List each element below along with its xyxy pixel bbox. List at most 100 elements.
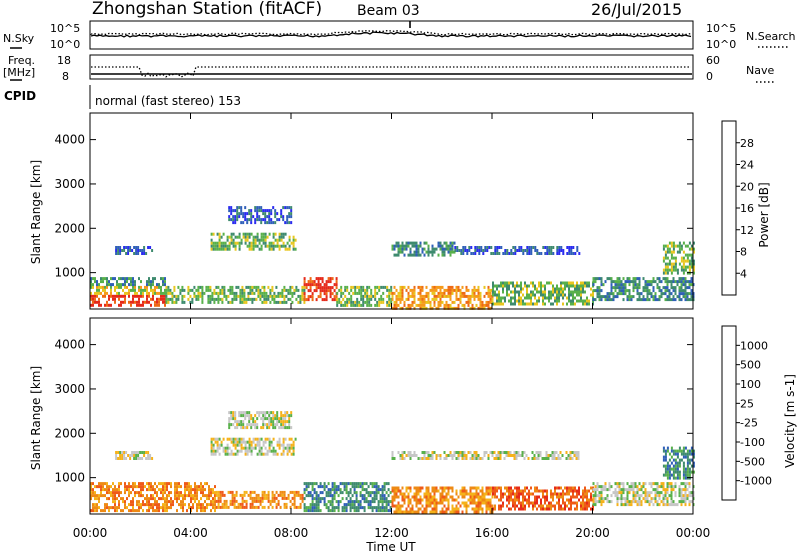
heatmap-cell (464, 246, 467, 249)
heatmap-cell (554, 290, 556, 294)
heatmap-cell (622, 491, 625, 495)
heatmap-cell (473, 486, 476, 490)
heatmap-cell (670, 500, 673, 504)
heatmap-cell (369, 491, 372, 495)
heatmap-cell (214, 244, 217, 248)
heatmap-cell (600, 277, 603, 281)
heatmap-cell (164, 485, 166, 489)
heatmap-cell (150, 288, 152, 292)
heatmap-cell (658, 277, 661, 281)
heatmap-cell (439, 297, 442, 301)
heatmap-cell (477, 291, 480, 295)
heatmap-cell (644, 280, 647, 284)
heatmap-cell (167, 288, 170, 292)
heatmap-cell (682, 449, 685, 453)
heatmap-cell (544, 284, 546, 288)
heatmap-cell (297, 300, 300, 304)
heatmap-cell (162, 503, 164, 507)
heatmap-cell (215, 505, 218, 509)
heatmap-cell (158, 482, 160, 486)
heatmap-cell (506, 293, 508, 297)
heatmap-cell (369, 500, 372, 504)
heatmap-cell (443, 510, 446, 514)
heatmap-cell (660, 292, 663, 296)
heatmap-cell (242, 440, 245, 444)
heatmap-cell (626, 295, 629, 299)
heatmap-cell (592, 298, 595, 302)
heatmap-cell (477, 285, 480, 289)
heatmap-cell (154, 303, 156, 307)
heatmap-cell (174, 494, 176, 498)
heatmap-cell (180, 503, 182, 507)
heatmap-cell (530, 246, 533, 249)
heatmap-cell (684, 482, 687, 486)
heatmap-cell (514, 486, 516, 490)
heatmap-cell (496, 296, 498, 300)
heatmap-cell (419, 306, 422, 310)
heatmap-cell (202, 506, 204, 510)
heatmap-cell (307, 485, 310, 489)
heatmap-cell (150, 494, 152, 498)
heatmap-cell (363, 497, 366, 501)
heatmap-cell (119, 454, 122, 457)
heatmap-cell (662, 485, 665, 489)
heatmap-cell (427, 486, 430, 490)
heatmap-cell (148, 280, 150, 284)
heatmap-cell (121, 451, 124, 454)
heatmap-cell (498, 302, 500, 306)
heatmap-cell (548, 501, 550, 505)
heatmap-cell (130, 300, 132, 304)
heatmap-cell (382, 297, 385, 301)
heatmap-cell (273, 300, 276, 304)
heatmap-cell (483, 306, 486, 310)
heatmap-cell (558, 299, 560, 303)
heatmap-cell (138, 303, 140, 307)
heatmap-cell (234, 209, 237, 213)
heatmap-cell (336, 303, 339, 307)
heatmap-cell (244, 417, 247, 421)
heatmap-cell (618, 485, 621, 489)
heatmap-cell (634, 277, 637, 281)
heatmap-cell (600, 289, 603, 293)
heatmap-cell (236, 423, 239, 427)
heatmap-cell (604, 482, 607, 486)
heatmap-cell (626, 500, 629, 504)
heatmap-cell (425, 501, 428, 505)
heatmap-cell (672, 265, 675, 269)
heatmap-cell (638, 283, 641, 287)
heatmap-cell (239, 297, 242, 301)
heatmap-cell (283, 493, 286, 497)
heatmap-cell (553, 457, 556, 460)
heatmap-cell (644, 283, 647, 287)
heatmap-cell (533, 457, 536, 460)
heatmap-cell (110, 491, 112, 495)
heatmap-cell (343, 485, 346, 489)
heatmap-cell (210, 443, 213, 447)
heatmap-cell (366, 285, 369, 289)
heatmap-cell (254, 443, 257, 447)
heatmap-cell (206, 503, 208, 507)
heatmap-cell (244, 446, 247, 450)
heatmap-cell (176, 509, 178, 513)
heatmap-cell (276, 452, 279, 456)
heatmap-cell (136, 291, 138, 295)
heatmap-cell (582, 290, 584, 294)
heatmap-cell (96, 300, 98, 304)
heatmap-cell (94, 503, 96, 507)
heatmap-cell (267, 505, 270, 509)
heatmap-cell (666, 482, 669, 486)
heatmap-cell (275, 490, 278, 494)
heatmap-cell (401, 451, 404, 454)
heatmap-cell (624, 286, 627, 290)
heatmap-cell (118, 294, 120, 298)
heatmap-cell (184, 497, 186, 501)
heatmap-cell (514, 287, 516, 291)
heatmap-cell (160, 294, 162, 298)
heatmap-cell (612, 286, 615, 290)
heatmap-cell (290, 221, 293, 225)
heatmap-cell (138, 285, 140, 289)
heatmap-cell (238, 244, 241, 248)
heatmap-cell (309, 283, 312, 287)
heatmap-cell (670, 250, 673, 254)
heatmap-cell (319, 292, 322, 296)
